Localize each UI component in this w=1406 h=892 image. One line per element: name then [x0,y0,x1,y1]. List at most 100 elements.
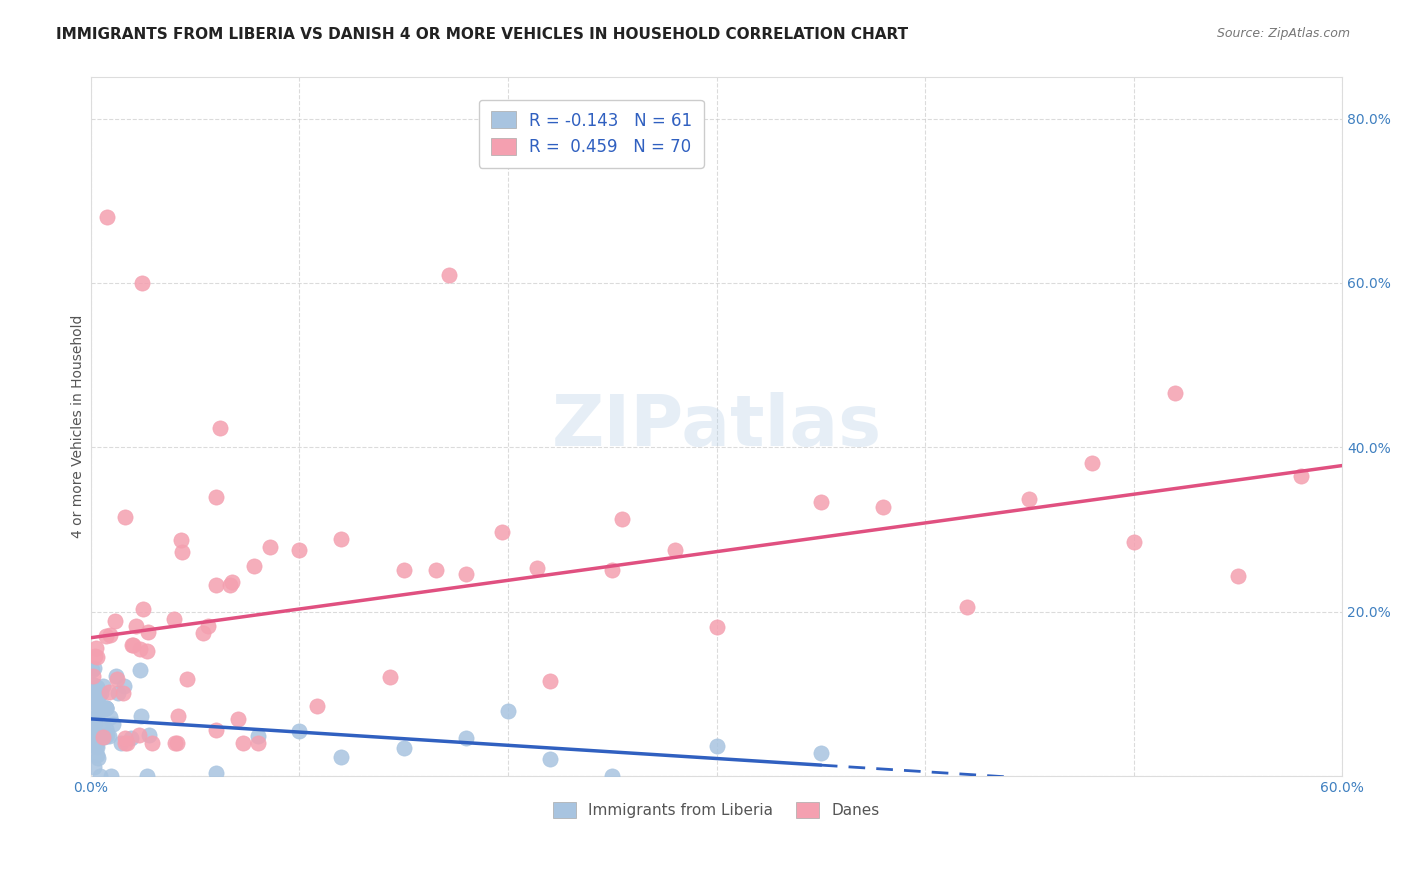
Point [706,739,728,753]
Point [1081,456,1104,470]
Point [437,268,460,282]
Point [197,619,219,633]
Point [205,490,228,504]
Point [538,752,561,766]
Text: IMMIGRANTS FROM LIBERIA VS DANISH 4 OR MORE VEHICLES IN HOUSEHOLD CORRELATION CH: IMMIGRANTS FROM LIBERIA VS DANISH 4 OR M… [56,27,908,42]
Point [163,736,186,750]
Point [330,749,353,764]
Point [330,532,353,546]
Point [872,500,894,515]
Point [82,669,104,683]
Point [610,512,633,526]
Point [97,729,120,743]
Point [86,681,108,696]
Point [128,728,150,742]
Point [105,672,128,686]
Point [163,612,186,626]
Point [84,648,107,663]
Point [115,736,138,750]
Point [100,769,122,783]
Point [538,674,561,689]
Point [136,625,159,640]
Point [114,731,136,746]
Point [83,678,105,692]
Point [80,732,103,747]
Point [83,735,105,749]
Point [129,709,152,723]
Point [176,672,198,686]
Point [288,542,311,557]
Point [83,691,105,706]
Point [1289,468,1312,483]
Point [456,567,478,582]
Point [124,619,146,633]
Point [141,736,163,750]
Point [87,751,110,765]
Point [91,700,114,714]
Point [232,736,254,750]
Point [378,670,401,684]
Point [98,685,121,699]
Point [456,731,478,745]
Point [89,701,111,715]
Point [83,714,105,729]
Point [120,731,142,745]
Point [191,625,214,640]
Point [91,701,114,715]
Point [243,559,266,574]
Point [101,716,124,731]
Point [91,730,114,744]
Point [1226,569,1249,583]
Y-axis label: 4 or more Vehicles in Household: 4 or more Vehicles in Household [72,315,86,539]
Point [94,629,117,643]
Point [94,723,117,737]
Point [259,540,281,554]
Point [205,765,228,780]
Point [90,685,112,699]
Point [128,642,150,657]
Legend: Immigrants from Liberia, Danes: Immigrants from Liberia, Danes [547,797,886,824]
Point [96,700,118,714]
Point [129,663,152,677]
Point [82,719,104,733]
Point [664,542,686,557]
Point [114,736,136,750]
Point [221,574,243,589]
Point [107,686,129,700]
Text: Source: ZipAtlas.com: Source: ZipAtlas.com [1216,27,1350,40]
Point [96,210,118,224]
Point [425,563,447,577]
Point [392,740,415,755]
Point [87,688,110,702]
Point [94,701,117,715]
Point [114,510,136,524]
Text: ZIPatlas: ZIPatlas [551,392,882,461]
Point [83,760,105,774]
Point [810,746,832,760]
Point [131,276,153,290]
Point [132,601,155,615]
Point [80,727,103,741]
Point [84,739,107,753]
Point [810,495,832,509]
Point [1122,534,1144,549]
Point [205,723,228,737]
Point [305,699,328,714]
Point [172,545,194,559]
Point [205,578,228,592]
Point [136,644,159,658]
Point [600,769,623,783]
Point [83,681,105,696]
Point [138,728,160,742]
Point [246,736,269,750]
Point [392,563,415,577]
Point [82,722,104,736]
Point [104,615,127,629]
Point [105,668,128,682]
Point [83,661,105,675]
Point [166,736,188,750]
Point [83,695,105,709]
Point [86,709,108,723]
Point [209,421,232,435]
Point [288,723,311,738]
